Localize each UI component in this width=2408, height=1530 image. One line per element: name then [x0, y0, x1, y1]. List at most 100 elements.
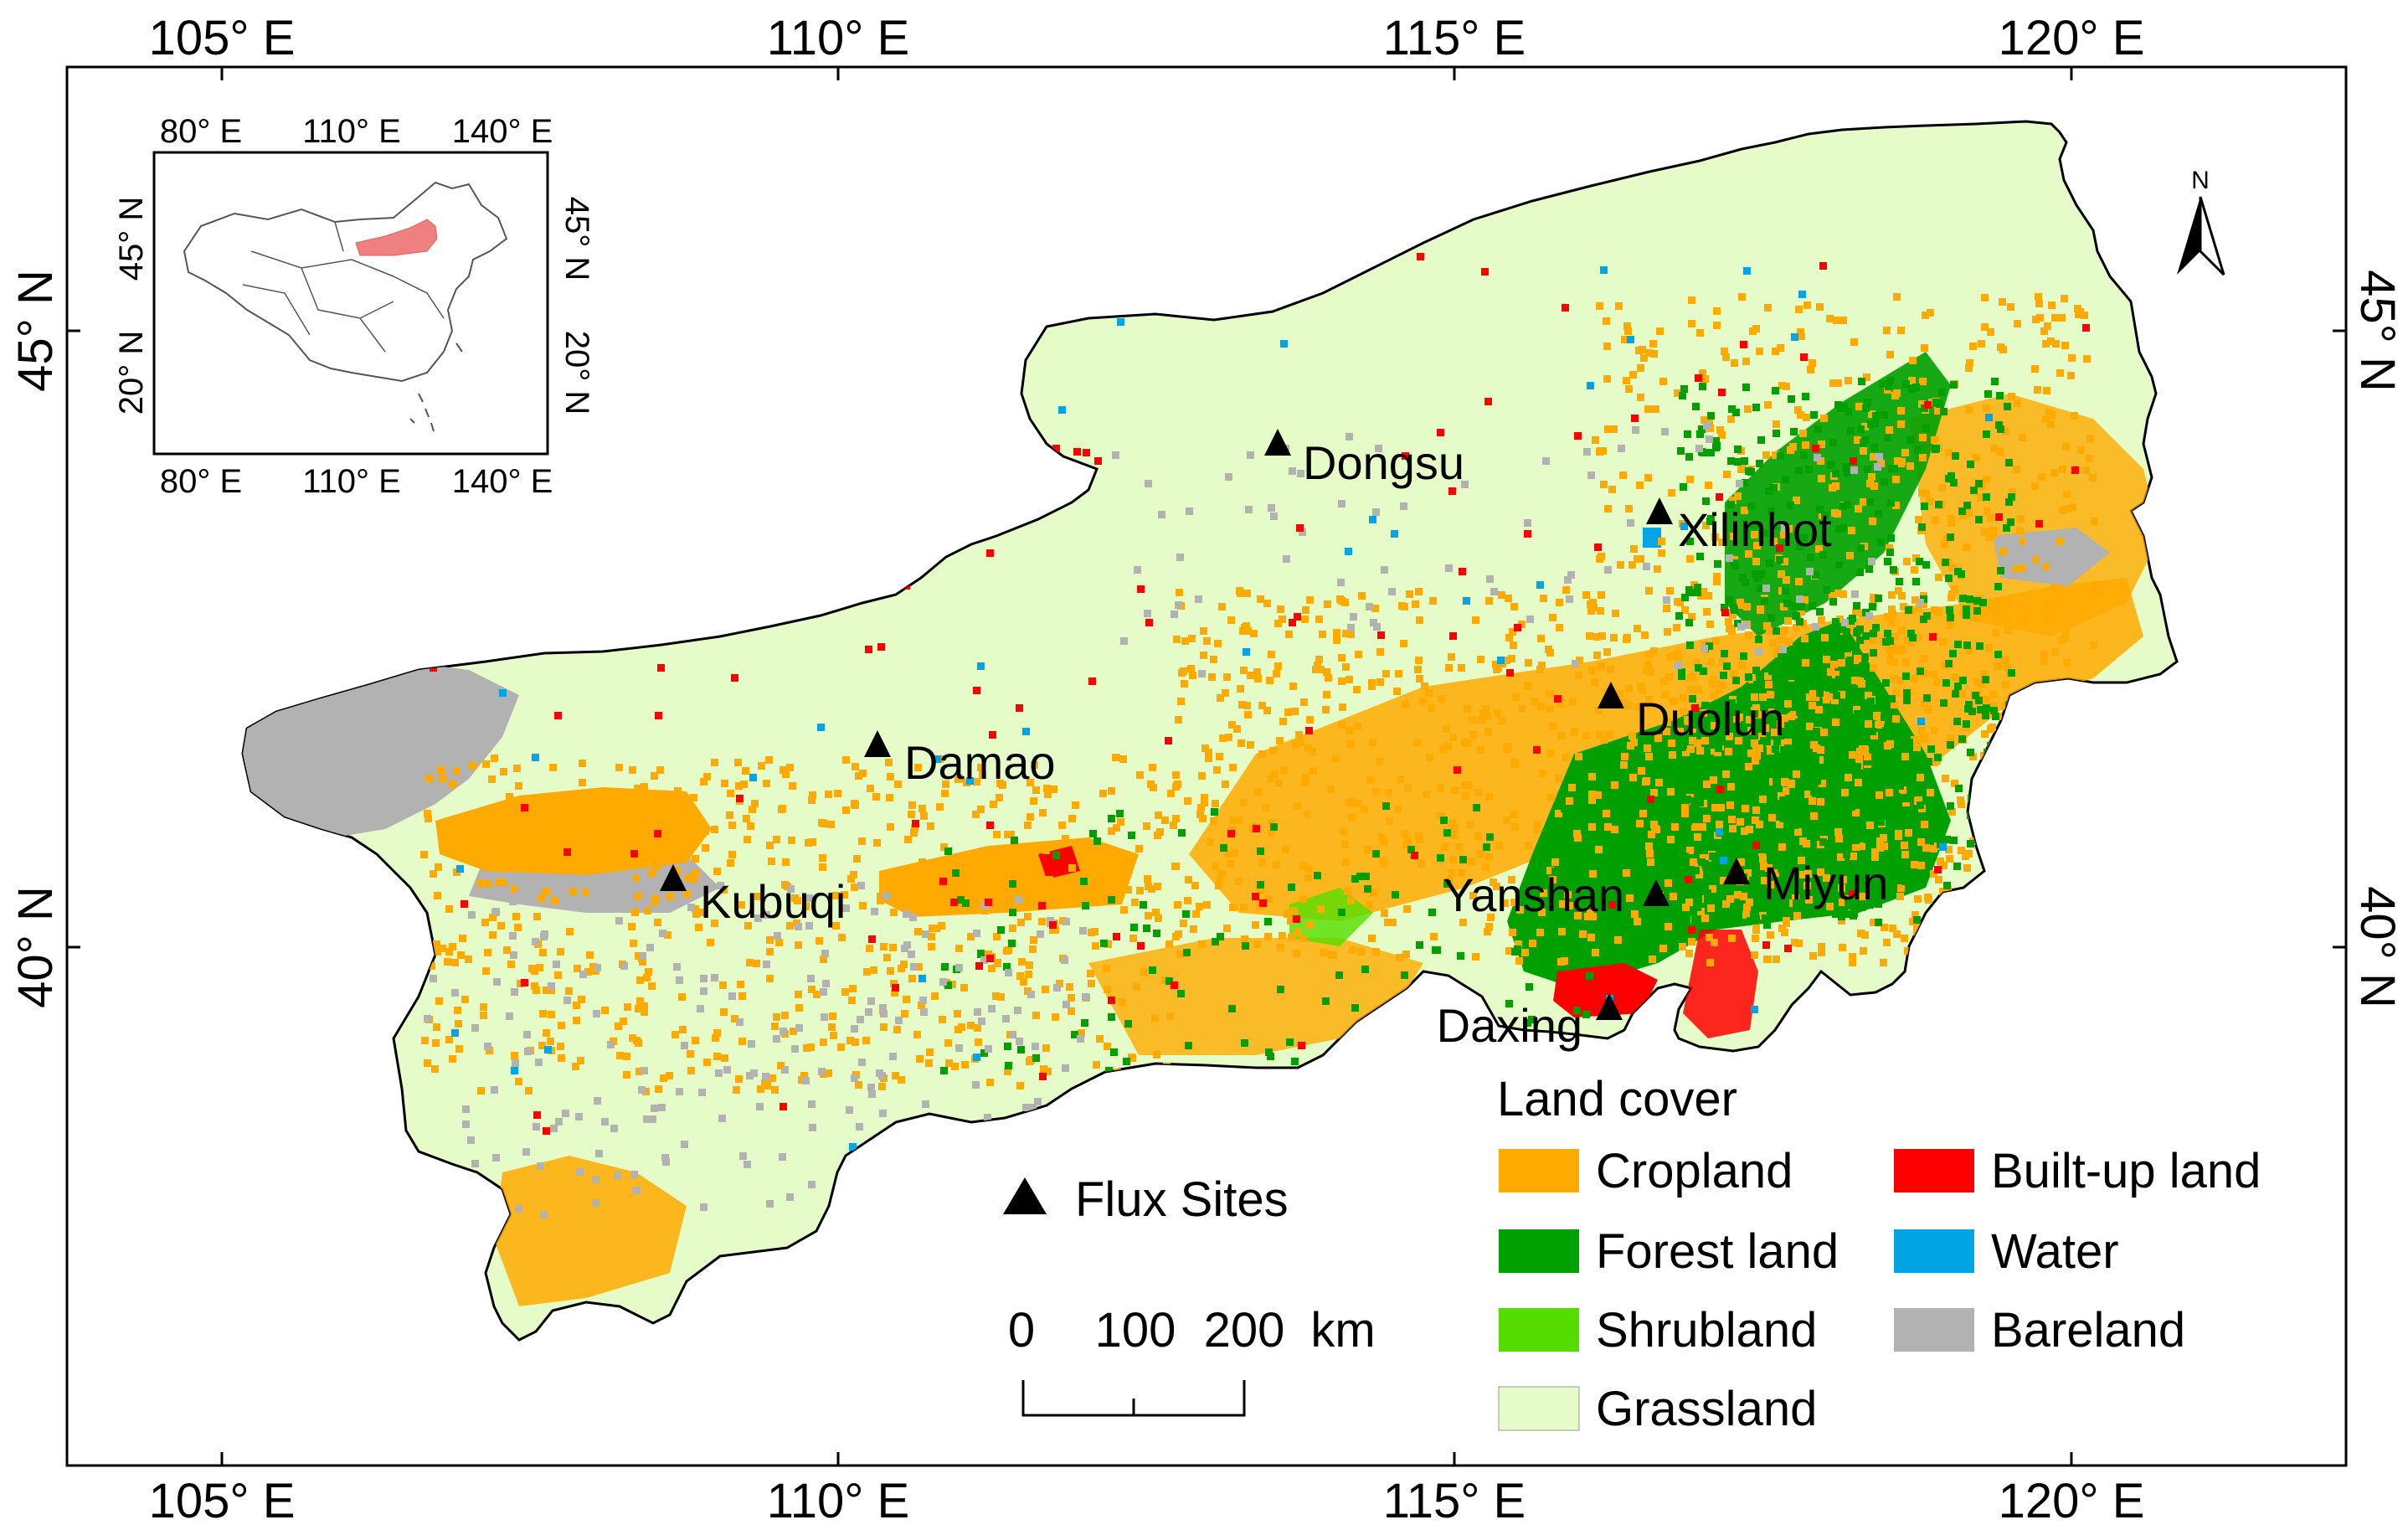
land-cover-pixel: [1333, 629, 1340, 636]
land-cover-pixel: [506, 793, 513, 801]
land-cover-pixel: [554, 971, 562, 979]
land-cover-pixel: [1881, 411, 1888, 419]
land-cover-pixel: [1747, 502, 1755, 510]
land-cover-pixel: [1802, 441, 1809, 449]
land-cover-pixel: [1858, 378, 1865, 385]
land-cover-pixel: [1735, 737, 1742, 744]
land-cover-pixel: [747, 822, 754, 830]
land-cover-pixel: [1886, 789, 1893, 796]
land-cover-pixel: [643, 1115, 651, 1123]
land-cover-pixel: [728, 851, 736, 858]
land-cover-pixel: [908, 801, 916, 809]
legend-swatch: [1894, 1229, 1974, 1273]
land-cover-pixel: [420, 851, 428, 858]
land-cover-pixel: [1762, 778, 1769, 786]
land-cover-pixel: [1993, 609, 2000, 616]
land-cover-pixel: [1810, 411, 1818, 419]
land-cover-pixel: [918, 975, 926, 982]
land-cover-pixel: [1646, 850, 1654, 858]
land-cover-pixel: [1861, 653, 1869, 661]
land-cover-pixel: [1906, 739, 1913, 746]
land-cover-pixel: [1818, 475, 1825, 482]
land-cover-pixel: [1752, 806, 1760, 814]
land-cover-pixel: [955, 1044, 963, 1052]
land-cover-pixel: [1117, 818, 1124, 826]
land-cover-pixel: [1814, 454, 1821, 461]
land-cover-pixel: [2019, 434, 2026, 441]
land-cover-pixel: [1562, 754, 1570, 761]
land-cover-pixel: [1644, 405, 1652, 413]
land-cover-pixel: [679, 1026, 687, 1033]
land-cover-pixel: [1112, 754, 1119, 761]
land-cover-pixel: [1654, 565, 1661, 573]
land-cover-pixel: [1965, 647, 1973, 654]
land-cover-pixel: [1954, 641, 1962, 648]
land-cover-pixel: [1484, 713, 1491, 720]
land-cover-pixel: [690, 875, 697, 883]
land-cover-pixel: [1257, 881, 1264, 889]
land-cover-pixel: [949, 981, 956, 988]
land-cover-pixel: [1860, 947, 1867, 955]
land-cover-pixel: [1856, 771, 1864, 779]
land-cover-pixel: [671, 1031, 679, 1038]
land-cover-pixel: [1053, 984, 1061, 992]
land-cover-pixel: [1644, 744, 1651, 752]
land-cover-pixel: [1481, 268, 1489, 276]
land-cover-pixel: [451, 1029, 459, 1037]
land-cover-pixel: [657, 664, 665, 672]
land-cover-pixel: [1623, 636, 1630, 643]
land-cover-pixel: [1694, 589, 1701, 596]
land-cover-pixel: [1901, 935, 1908, 942]
land-cover-pixel: [1728, 699, 1736, 707]
land-cover-pixel: [1493, 883, 1500, 890]
land-cover-pixel: [1689, 673, 1696, 681]
land-cover-pixel: [1389, 919, 1397, 926]
land-cover-pixel: [1691, 823, 1699, 831]
land-cover-pixel: [1884, 434, 1891, 441]
land-cover-pixel: [1587, 934, 1595, 941]
land-cover-pixel: [610, 1125, 618, 1132]
land-cover-pixel: [635, 952, 642, 960]
land-cover-pixel: [1225, 850, 1232, 858]
land-cover-pixel: [1485, 853, 1493, 861]
land-cover-pixel: [1437, 812, 1444, 820]
land-cover-pixel: [889, 1053, 897, 1060]
land-cover-pixel: [1588, 796, 1596, 804]
land-cover-pixel: [1872, 624, 1880, 631]
land-cover-pixel: [1875, 919, 1882, 926]
land-cover-pixel: [766, 842, 774, 849]
land-cover-pixel: [1314, 662, 1321, 669]
land-cover-pixel: [1415, 832, 1423, 840]
land-cover-pixel: [1650, 789, 1658, 796]
land-cover-pixel: [658, 1104, 666, 1111]
land-cover-pixel: [1686, 538, 1694, 545]
land-cover-pixel: [554, 712, 562, 719]
land-cover-pixel: [589, 963, 597, 971]
land-cover-pixel: [1248, 825, 1256, 832]
site-label-xilinhot: Xilinhot: [1678, 503, 1832, 556]
land-cover-pixel: [1746, 899, 1753, 906]
land-cover-pixel: [656, 766, 664, 774]
land-cover-pixel: [1450, 832, 1458, 839]
land-cover-pixel: [1777, 344, 1784, 352]
land-cover-pixel: [803, 1044, 810, 1052]
land-cover-pixel: [1628, 561, 1636, 569]
land-cover-pixel: [972, 1081, 980, 1089]
land-cover-pixel: [1922, 844, 1930, 852]
land-cover-pixel: [1860, 439, 1867, 446]
land-cover-pixel: [1852, 609, 1860, 616]
land-cover-pixel: [1846, 657, 1854, 664]
land-cover-pixel: [908, 811, 915, 818]
land-cover-pixel: [1852, 837, 1860, 844]
land-cover-pixel: [746, 1072, 754, 1079]
land-cover-pixel: [1299, 528, 1306, 536]
land-cover-pixel: [1062, 1064, 1069, 1072]
land-cover-pixel: [1680, 708, 1687, 715]
land-cover-pixel: [1806, 723, 1814, 730]
land-cover-pixel: [1742, 621, 1750, 629]
land-cover-pixel: [1511, 823, 1519, 831]
land-cover-pixel: [1393, 688, 1401, 695]
land-cover-pixel: [1897, 327, 1905, 334]
right-latitude-axis: 45° N 40° N: [2333, 270, 2405, 1008]
land-cover-pixel: [1240, 799, 1248, 806]
